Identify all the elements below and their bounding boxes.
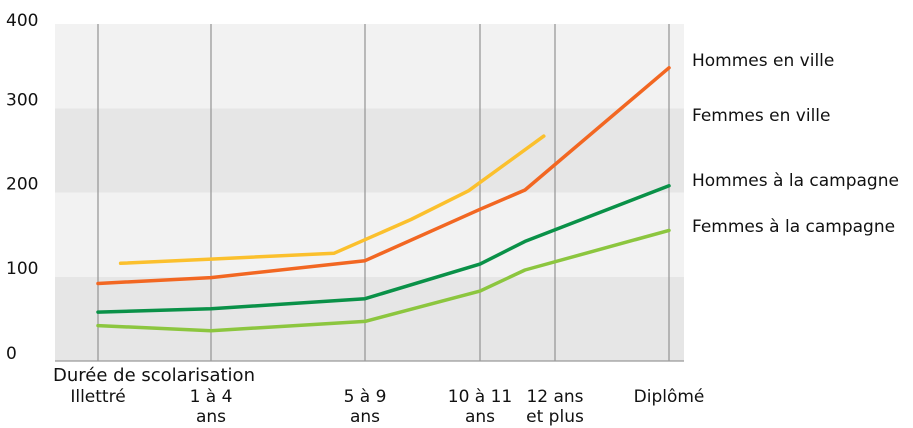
x-axis-title: Durée de scolarisation: [53, 365, 255, 386]
vertical-gridlines: [97, 24, 670, 361]
x-tick-label: 12 ans et plus: [526, 387, 584, 427]
series-line: [118, 134, 546, 266]
series-line: [96, 66, 671, 286]
y-tick-label: 400: [6, 11, 38, 31]
legend-label: Femmes à la campagne: [692, 217, 895, 237]
legend-label: Femmes en ville: [692, 106, 830, 126]
x-tick-label: 10 à 11 ans: [448, 387, 513, 427]
background-band: [55, 192, 684, 277]
y-tick-label: 100: [6, 259, 38, 279]
legend: Hommes en ville Femmes en ville Hommes à l…: [692, 51, 899, 237]
x-axis-ticks: Illettré 1 à 4 ans 5 à 9 ans 10 à 11 ans 12 ans…: [70, 387, 704, 427]
legend-label: Hommes à la campagne: [692, 171, 899, 191]
background-band: [55, 108, 684, 193]
x-tick-label: 1 à 4 ans: [190, 387, 233, 427]
y-tick-label: 300: [6, 90, 38, 110]
background-bands: [55, 24, 684, 361]
x-tick-label: 5 à 9 ans: [344, 387, 387, 427]
y-axis-ticks: 0 100 200 300 400: [6, 11, 38, 364]
series-line: [96, 184, 671, 314]
x-tick-label: Illettré: [70, 387, 125, 407]
background-band: [55, 24, 684, 109]
series-line: [96, 228, 671, 333]
y-tick-label: 200: [6, 175, 38, 195]
series-lines: [96, 66, 671, 333]
x-tick-label: Diplômé: [634, 387, 705, 407]
y-tick-label: 0: [6, 344, 17, 364]
legend-label: Hommes en ville: [692, 51, 834, 71]
